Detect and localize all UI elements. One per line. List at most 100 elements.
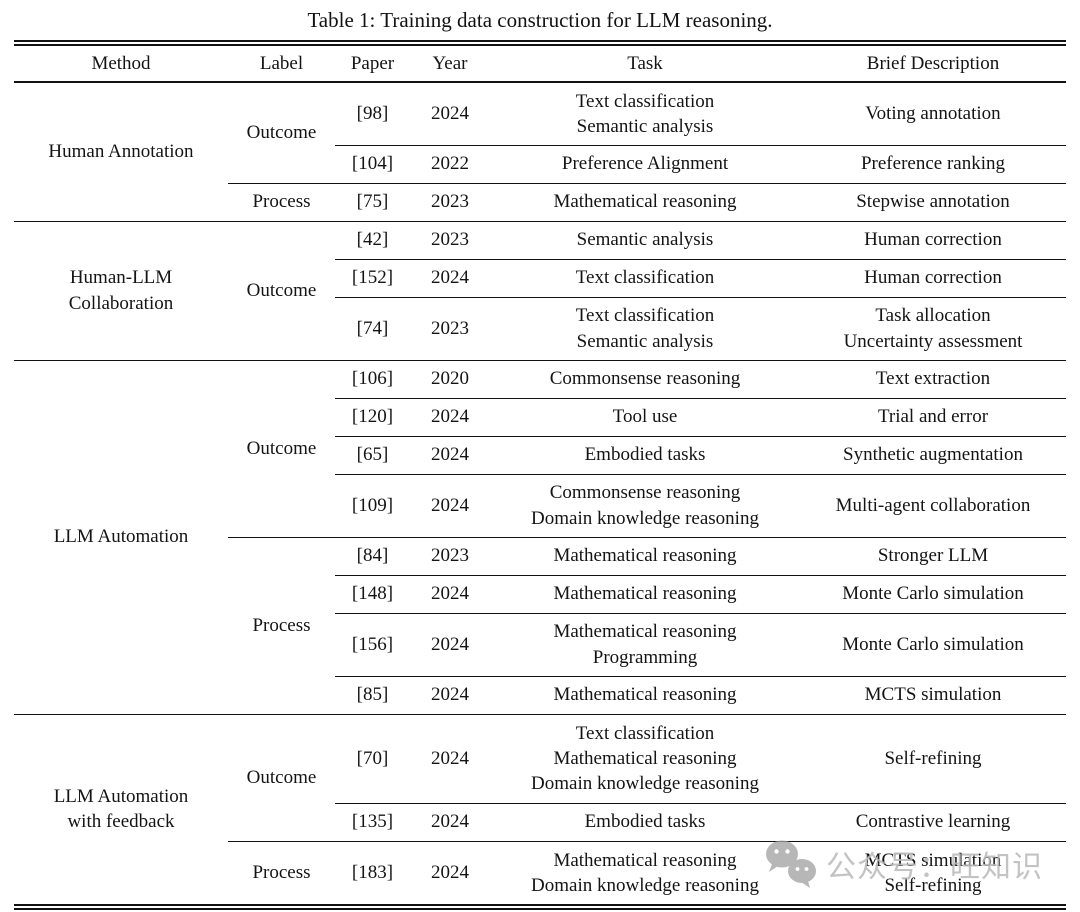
label-cell: Process <box>228 536 335 714</box>
table-row: LLM Automation with feedback Outcome [70] 2… <box>14 713 1066 904</box>
description-cell: Monte Carlo simulation <box>800 612 1066 676</box>
description-cell: Trial and error <box>800 397 1066 436</box>
paper-cell: [42] <box>335 220 410 259</box>
table-row: Human-LLM Collaboration Outcome [42] 2023 Se… <box>14 220 1066 360</box>
table-row: [65] 2024 Embodied tasks Synthetic augmenta… <box>14 435 1066 474</box>
label-cell: Outcome <box>246 122 317 144</box>
paper-cell: [84] <box>335 536 410 575</box>
table-row: Process [183] 2024 Mathematical reasoning D… <box>14 840 1066 904</box>
method-cell: LLM Automation with feedback <box>14 713 228 904</box>
paper-cell: [106] <box>335 359 410 398</box>
task-cell: Embodied tasks <box>490 802 800 841</box>
description-cell: Monte Carlo simulation <box>800 574 1066 613</box>
task-cell: Text classification Semantic analysis <box>490 296 800 360</box>
year-cell: 2024 <box>410 713 490 803</box>
description-cell: Stepwise annotation <box>800 182 1066 221</box>
label-cell: Outcome <box>228 359 335 537</box>
year-cell: 2024 <box>410 473 490 537</box>
description-cell: Voting annotation <box>865 103 1001 125</box>
paper-cell: [183] <box>335 840 410 904</box>
task-cell: Mathematical reasoning <box>490 675 800 714</box>
description-cell: Text extraction <box>800 359 1066 398</box>
paper-cell: [74] <box>335 296 410 360</box>
training-data-table: Method Label Paper Year Task Brief Descr… <box>14 46 1066 904</box>
paper-cell: [109] <box>335 473 410 537</box>
year-cell: 2024 <box>410 840 490 904</box>
task-cell: Preference Alignment <box>490 144 800 183</box>
year-cell: 2024 <box>410 802 490 841</box>
year-cell: 2024 <box>431 103 469 125</box>
description-cell: Task allocation Uncertainty assessment <box>800 296 1066 360</box>
year-cell: 2022 <box>410 144 490 183</box>
task-cell: Tool use <box>490 397 800 436</box>
year-cell: 2023 <box>410 296 490 360</box>
table-caption: Table 1: Training data construction for … <box>307 8 773 32</box>
column-header-year: Year <box>410 46 490 83</box>
task-cell: Semantic analysis <box>490 220 800 259</box>
description-cell: Synthetic augmentation <box>800 435 1066 474</box>
table-body: Human Annotation Outcome [98] 2024 Text clas… <box>14 82 1066 904</box>
year-cell: 2023 <box>410 536 490 575</box>
label-cell: Outcome <box>228 713 335 841</box>
task-cell: Mathematical reasoning <box>490 574 800 613</box>
year-cell: 2024 <box>410 397 490 436</box>
description-cell: Self-refining <box>800 713 1066 803</box>
year-cell: 2024 <box>410 435 490 474</box>
table-row: [148] 2024 Mathematical reasoning Monte Car… <box>14 574 1066 613</box>
table-row: [85] 2024 Mathematical reasoning MCTS simul… <box>14 675 1066 714</box>
task-cell: Embodied tasks <box>490 435 800 474</box>
year-cell: 2024 <box>410 258 490 297</box>
year-cell: 2023 <box>410 220 490 259</box>
column-header-method: Method <box>14 46 228 83</box>
paper-cell: [65] <box>335 435 410 474</box>
description-cell: Contrastive learning <box>800 802 1066 841</box>
method-cell: Human-LLM Collaboration <box>14 220 228 360</box>
paper-cell: [70] <box>335 713 410 803</box>
header-row: Method Label Paper Year Task Brief Descr… <box>14 46 1066 83</box>
task-cell: Mathematical reasoning Programming <box>490 612 800 676</box>
label-cell: Process <box>228 840 335 904</box>
label-cell: Process <box>228 182 335 221</box>
description-cell: Human correction <box>800 258 1066 297</box>
training-data-table-wrap: Method Label Paper Year Task Brief Descr… <box>14 40 1066 910</box>
task-cell: Mathematical reasoning <box>490 182 800 221</box>
task-cell: Mathematical reasoning <box>490 536 800 575</box>
column-header-brief-description: Brief Description <box>800 46 1066 83</box>
paper-cell: [85] <box>335 675 410 714</box>
year-cell: 2024 <box>410 612 490 676</box>
year-cell: 2023 <box>410 182 490 221</box>
table-row: [152] 2024 Text classification Human correc… <box>14 258 1066 297</box>
paper-cell: [135] <box>335 802 410 841</box>
method-cell: Human Annotation <box>48 141 194 163</box>
task-cell: Text classification Mathematical reasoni… <box>490 713 800 803</box>
column-header-paper: Paper <box>335 46 410 83</box>
description-cell: Preference ranking <box>800 144 1066 183</box>
task-cell: Commonsense reasoning Domain knowledge r… <box>490 473 800 537</box>
paper-cell: [156] <box>335 612 410 676</box>
table-row: [135] 2024 Embodied tasks Contrastive learn… <box>14 802 1066 841</box>
description-cell: MCTS simulation <box>800 675 1066 714</box>
description-cell: Stronger LLM <box>800 536 1066 575</box>
table-row: [104] 2022 Preference Alignment Preference … <box>14 144 1066 183</box>
paper-cell: [152] <box>335 258 410 297</box>
year-cell: 2024 <box>410 574 490 613</box>
task-cell: Text classification <box>490 258 800 297</box>
paper-cell: [75] <box>335 182 410 221</box>
column-header-label: Label <box>228 46 335 83</box>
table-row: Process [75] 2023 Mathematical reasoning Ste… <box>14 182 1066 221</box>
paper-cell: [98] <box>356 103 389 125</box>
paper-cell: [120] <box>335 397 410 436</box>
method-cell: LLM Automation <box>14 359 228 714</box>
task-cell: Mathematical reasoning Domain knowledge … <box>490 840 800 904</box>
column-header-task: Task <box>490 46 800 83</box>
table-row: [109] 2024 Commonsense reasoning Domain kn… <box>14 473 1066 537</box>
paper-cell: [148] <box>335 574 410 613</box>
year-cell: 2024 <box>410 675 490 714</box>
description-cell: Multi-agent collaboration <box>800 473 1066 537</box>
table-row: Human Annotation Outcome [98] 2024 Text clas… <box>14 82 1066 163</box>
paper-cell: [104] <box>335 144 410 183</box>
description-cell: MCTS simulation Self-refining <box>800 840 1066 904</box>
label-cell: Outcome <box>228 220 335 360</box>
description-cell: Human correction <box>800 220 1066 259</box>
